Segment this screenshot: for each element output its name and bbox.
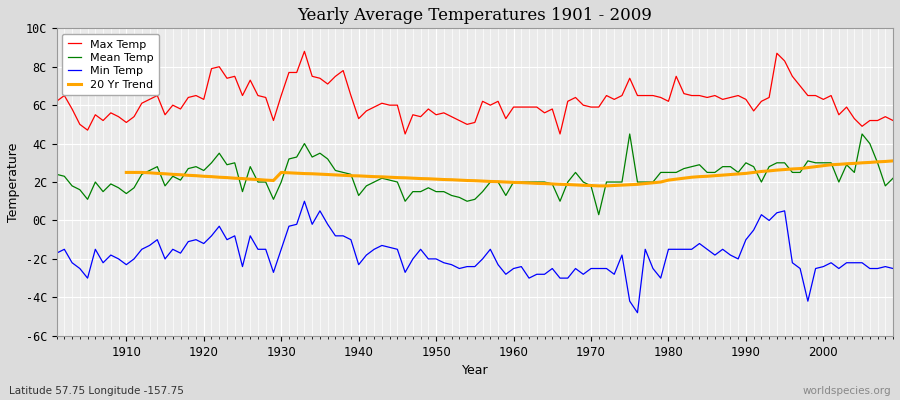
Title: Yearly Average Temperatures 1901 - 2009: Yearly Average Temperatures 1901 - 2009 (297, 7, 652, 24)
Max Temp (887, 118, 898, 123)
Min Temp (632, 310, 643, 315)
Min Temp (516, 264, 526, 269)
Legend: Max Temp, Mean Temp, Min Temp, 20 Yr Trend: Max Temp, Mean Temp, Min Temp, 20 Yr Tre… (62, 34, 159, 95)
Line: 20 Yr Trend: 20 Yr Trend (126, 161, 893, 186)
Min Temp (508, 266, 519, 271)
20 Yr Trend (593, 184, 604, 188)
Mean Temp (608, 180, 619, 184)
Line: Min Temp: Min Temp (57, 201, 893, 313)
Max Temp (400, 132, 410, 136)
20 Yr Trend (516, 180, 526, 185)
Max Temp (524, 105, 535, 110)
20 Yr Trend (578, 183, 589, 188)
20 Yr Trend (857, 160, 868, 165)
Mean Temp (887, 176, 898, 180)
Line: Max Temp: Max Temp (57, 51, 893, 134)
Min Temp (113, 256, 124, 261)
Mean Temp (51, 172, 62, 177)
Mean Temp (284, 156, 294, 161)
Text: worldspecies.org: worldspecies.org (803, 386, 891, 396)
20 Yr Trend (299, 171, 310, 176)
Mean Temp (508, 180, 519, 184)
20 Yr Trend (833, 162, 844, 167)
X-axis label: Year: Year (462, 364, 488, 377)
Mean Temp (593, 212, 604, 217)
Min Temp (338, 234, 348, 238)
Mean Temp (113, 185, 124, 190)
Min Temp (608, 272, 619, 277)
20 Yr Trend (268, 178, 279, 183)
20 Yr Trend (887, 158, 898, 163)
Mean Temp (500, 193, 511, 198)
Max Temp (616, 93, 627, 98)
Mean Temp (330, 168, 341, 173)
Max Temp (299, 49, 310, 54)
Min Temp (887, 266, 898, 271)
Max Temp (51, 99, 62, 104)
Line: Mean Temp: Mean Temp (57, 134, 893, 215)
Mean Temp (625, 132, 635, 136)
Y-axis label: Temperature: Temperature (7, 142, 20, 222)
Max Temp (284, 70, 294, 75)
Max Temp (516, 105, 526, 110)
Text: Latitude 57.75 Longitude -157.75: Latitude 57.75 Longitude -157.75 (9, 386, 184, 396)
20 Yr Trend (121, 170, 131, 175)
Min Temp (51, 251, 62, 256)
Min Temp (284, 224, 294, 229)
Max Temp (113, 114, 124, 119)
Max Temp (338, 68, 348, 73)
Min Temp (299, 199, 310, 204)
